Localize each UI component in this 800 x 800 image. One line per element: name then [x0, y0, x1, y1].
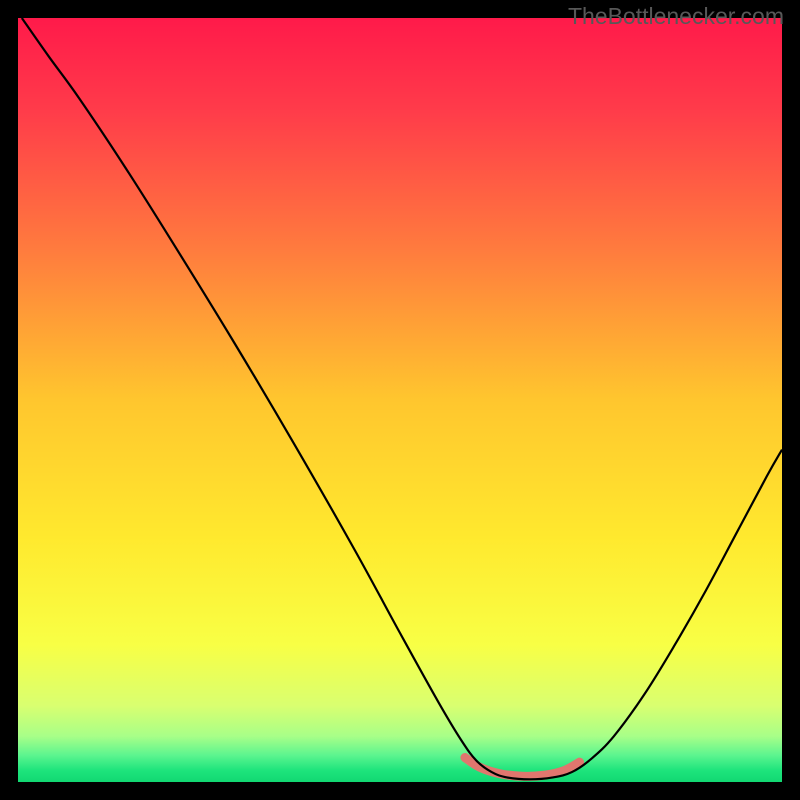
curve-layer [18, 18, 782, 782]
plot-area [18, 18, 782, 782]
watermark-text: TheBottlenecker.com [568, 3, 784, 30]
bottleneck-curve [22, 18, 782, 779]
bottleneck-chart: TheBottlenecker.com [0, 0, 800, 800]
